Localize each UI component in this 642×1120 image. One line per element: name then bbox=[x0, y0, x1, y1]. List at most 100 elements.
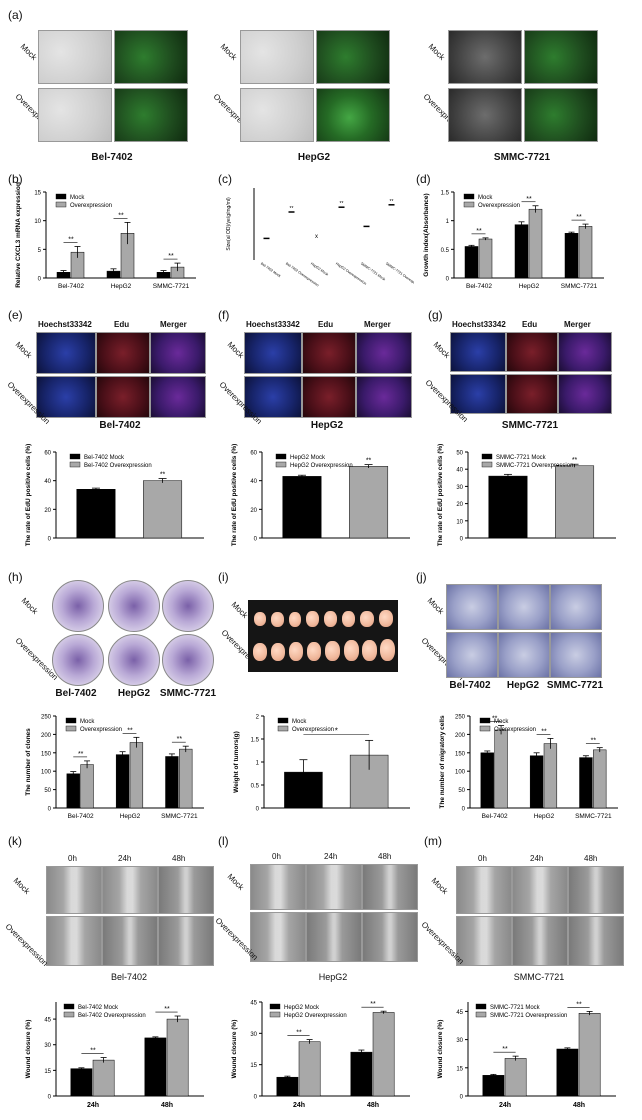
sig-mark: ** bbox=[541, 728, 547, 735]
y-tick-label: 0 bbox=[48, 807, 52, 813]
smmc-over-gfp bbox=[524, 88, 598, 142]
chart-l2: 0 15 30 45 Wound closure (%) ** 24h ** 48h HepG2 … bbox=[231, 1001, 410, 1109]
sig-mark: ** bbox=[370, 1001, 376, 1008]
sig-mark: ** bbox=[390, 199, 394, 205]
y-tick-label: 40 bbox=[44, 479, 51, 485]
sig-mark: ** bbox=[576, 1001, 582, 1008]
col-merger: Merger bbox=[364, 320, 391, 329]
caption-bel-j: Bel-7402 bbox=[449, 680, 491, 691]
bar bbox=[282, 476, 322, 539]
y-tick-label: 250 bbox=[41, 715, 52, 721]
y-tick-label: 250 bbox=[455, 715, 466, 721]
caption-hep-h: HepG2 bbox=[117, 688, 151, 699]
bar bbox=[129, 742, 144, 809]
x-tick-label: Bel-7402 Mock bbox=[260, 262, 282, 279]
legend-swatch bbox=[475, 1011, 487, 1018]
col-edu: Edu bbox=[522, 320, 538, 329]
sig-mark: ** bbox=[90, 1048, 96, 1055]
caption-hep-l: HepG2 bbox=[318, 972, 348, 982]
y-tick-label: 0 bbox=[460, 1095, 464, 1101]
tumor-mock bbox=[271, 612, 284, 627]
dish-hep-mock bbox=[108, 580, 160, 632]
legend-swatch bbox=[481, 461, 493, 468]
sig-mark: ** bbox=[576, 214, 582, 221]
legend-swatch bbox=[277, 725, 289, 732]
panel-i-label: (i) bbox=[218, 570, 229, 584]
l-mock-24h bbox=[306, 864, 362, 910]
g-mock-hoechst bbox=[450, 332, 506, 372]
caption-bel-a: Bel-7402 bbox=[91, 152, 133, 163]
x-tick-label: 24h bbox=[293, 1102, 305, 1109]
y-tick-label: 0 bbox=[38, 277, 42, 283]
chart-j2: 0 50 100 150 200 250 The number of migratory c… bbox=[439, 715, 618, 820]
y-tick-label: 1.5 bbox=[441, 191, 450, 197]
e-over-edu bbox=[96, 376, 150, 418]
panel-j-label: (j) bbox=[416, 570, 427, 584]
y-tick-label: 15 bbox=[34, 191, 41, 197]
y-tick-label: 60 bbox=[250, 451, 257, 457]
sig-mark: ** bbox=[160, 472, 166, 479]
dish-smmc-mock bbox=[162, 580, 214, 632]
sig-mark: ** bbox=[502, 1046, 508, 1053]
caption-bel-h: Bel-7402 bbox=[55, 688, 97, 699]
y-tick-label: 10 bbox=[456, 519, 463, 525]
panel-h-label: (h) bbox=[8, 570, 23, 584]
y-tick-label: 200 bbox=[455, 733, 466, 739]
y-tick-label: 20 bbox=[44, 508, 51, 514]
legend-swatch bbox=[275, 453, 287, 460]
panel-f-label: (f) bbox=[218, 308, 230, 322]
sig-mark: ** bbox=[492, 716, 498, 723]
col-hoechst: Hoechst33342 bbox=[38, 320, 92, 329]
hep-over-gfp bbox=[316, 88, 390, 142]
bar bbox=[276, 1076, 299, 1097]
legend-swatch bbox=[69, 453, 81, 460]
chart-c: Size(al OD)/ye/g/mg/ml)Bel-7402 Mock**Be… bbox=[226, 188, 414, 291]
col-24h: 24h bbox=[118, 854, 132, 863]
sig-mark: * bbox=[335, 726, 338, 735]
g-over-merger bbox=[558, 374, 612, 414]
sig-mark: ** bbox=[340, 201, 344, 207]
y-tick-label: 40 bbox=[456, 468, 463, 474]
bar bbox=[80, 764, 94, 809]
x-tick-label: SMMC-7721 bbox=[153, 283, 190, 290]
sig-mark: ** bbox=[476, 228, 482, 235]
sig-mark: ** bbox=[591, 738, 597, 745]
col-24h: 24h bbox=[324, 852, 338, 861]
bar bbox=[494, 729, 508, 809]
chart-h2: 0 50 100 150 200 250 The number of clones ** Bel… bbox=[25, 715, 204, 820]
x-tick-label: Bel-7402 bbox=[68, 813, 94, 820]
legend-swatch bbox=[479, 725, 491, 732]
y-tick-label: 2 bbox=[256, 715, 260, 721]
f-over-edu bbox=[302, 376, 356, 418]
e-mock-hoechst bbox=[36, 332, 96, 374]
y-tick-label: 0 bbox=[446, 277, 450, 283]
y-tick-label: 40 bbox=[250, 479, 257, 485]
sig-mark: ** bbox=[127, 727, 133, 734]
legend-entry: HepG2 Mock bbox=[284, 1005, 320, 1011]
f-mock-edu bbox=[302, 332, 356, 374]
x-tick-label: SMMC-7721 bbox=[161, 813, 198, 820]
legend-swatch bbox=[269, 1003, 281, 1010]
y-tick-label: 45 bbox=[456, 1010, 463, 1016]
caption-smmc-h: SMMC-7721 bbox=[159, 688, 217, 699]
sig-mark: ** bbox=[164, 1006, 170, 1013]
bar bbox=[480, 752, 494, 809]
y-tick-label: 5 bbox=[38, 248, 42, 254]
g-mock-edu bbox=[506, 332, 558, 372]
f-over-merger bbox=[356, 376, 412, 418]
tumor-over bbox=[362, 640, 377, 661]
legend-swatch bbox=[463, 193, 475, 200]
bar bbox=[482, 1075, 505, 1097]
dish-hep-over bbox=[108, 634, 160, 686]
x-tick-label: Bel-7402 bbox=[482, 813, 508, 820]
trans-hep-over bbox=[498, 632, 550, 678]
col-edu: Edu bbox=[318, 320, 334, 329]
y-tick-label: 0 bbox=[462, 807, 466, 813]
y-axis-label: Relative CXCL3 mRNA expression bbox=[15, 182, 22, 288]
tumor-over bbox=[344, 640, 359, 661]
legend-entry: HepG2 Mock bbox=[290, 455, 326, 461]
caption-bel-e: Bel-7402 bbox=[99, 420, 141, 431]
y-tick-label: 60 bbox=[44, 451, 51, 457]
legend-entry: Bel-7402 Overexpression bbox=[78, 1013, 146, 1019]
smmc-mock-gfp bbox=[524, 30, 598, 84]
